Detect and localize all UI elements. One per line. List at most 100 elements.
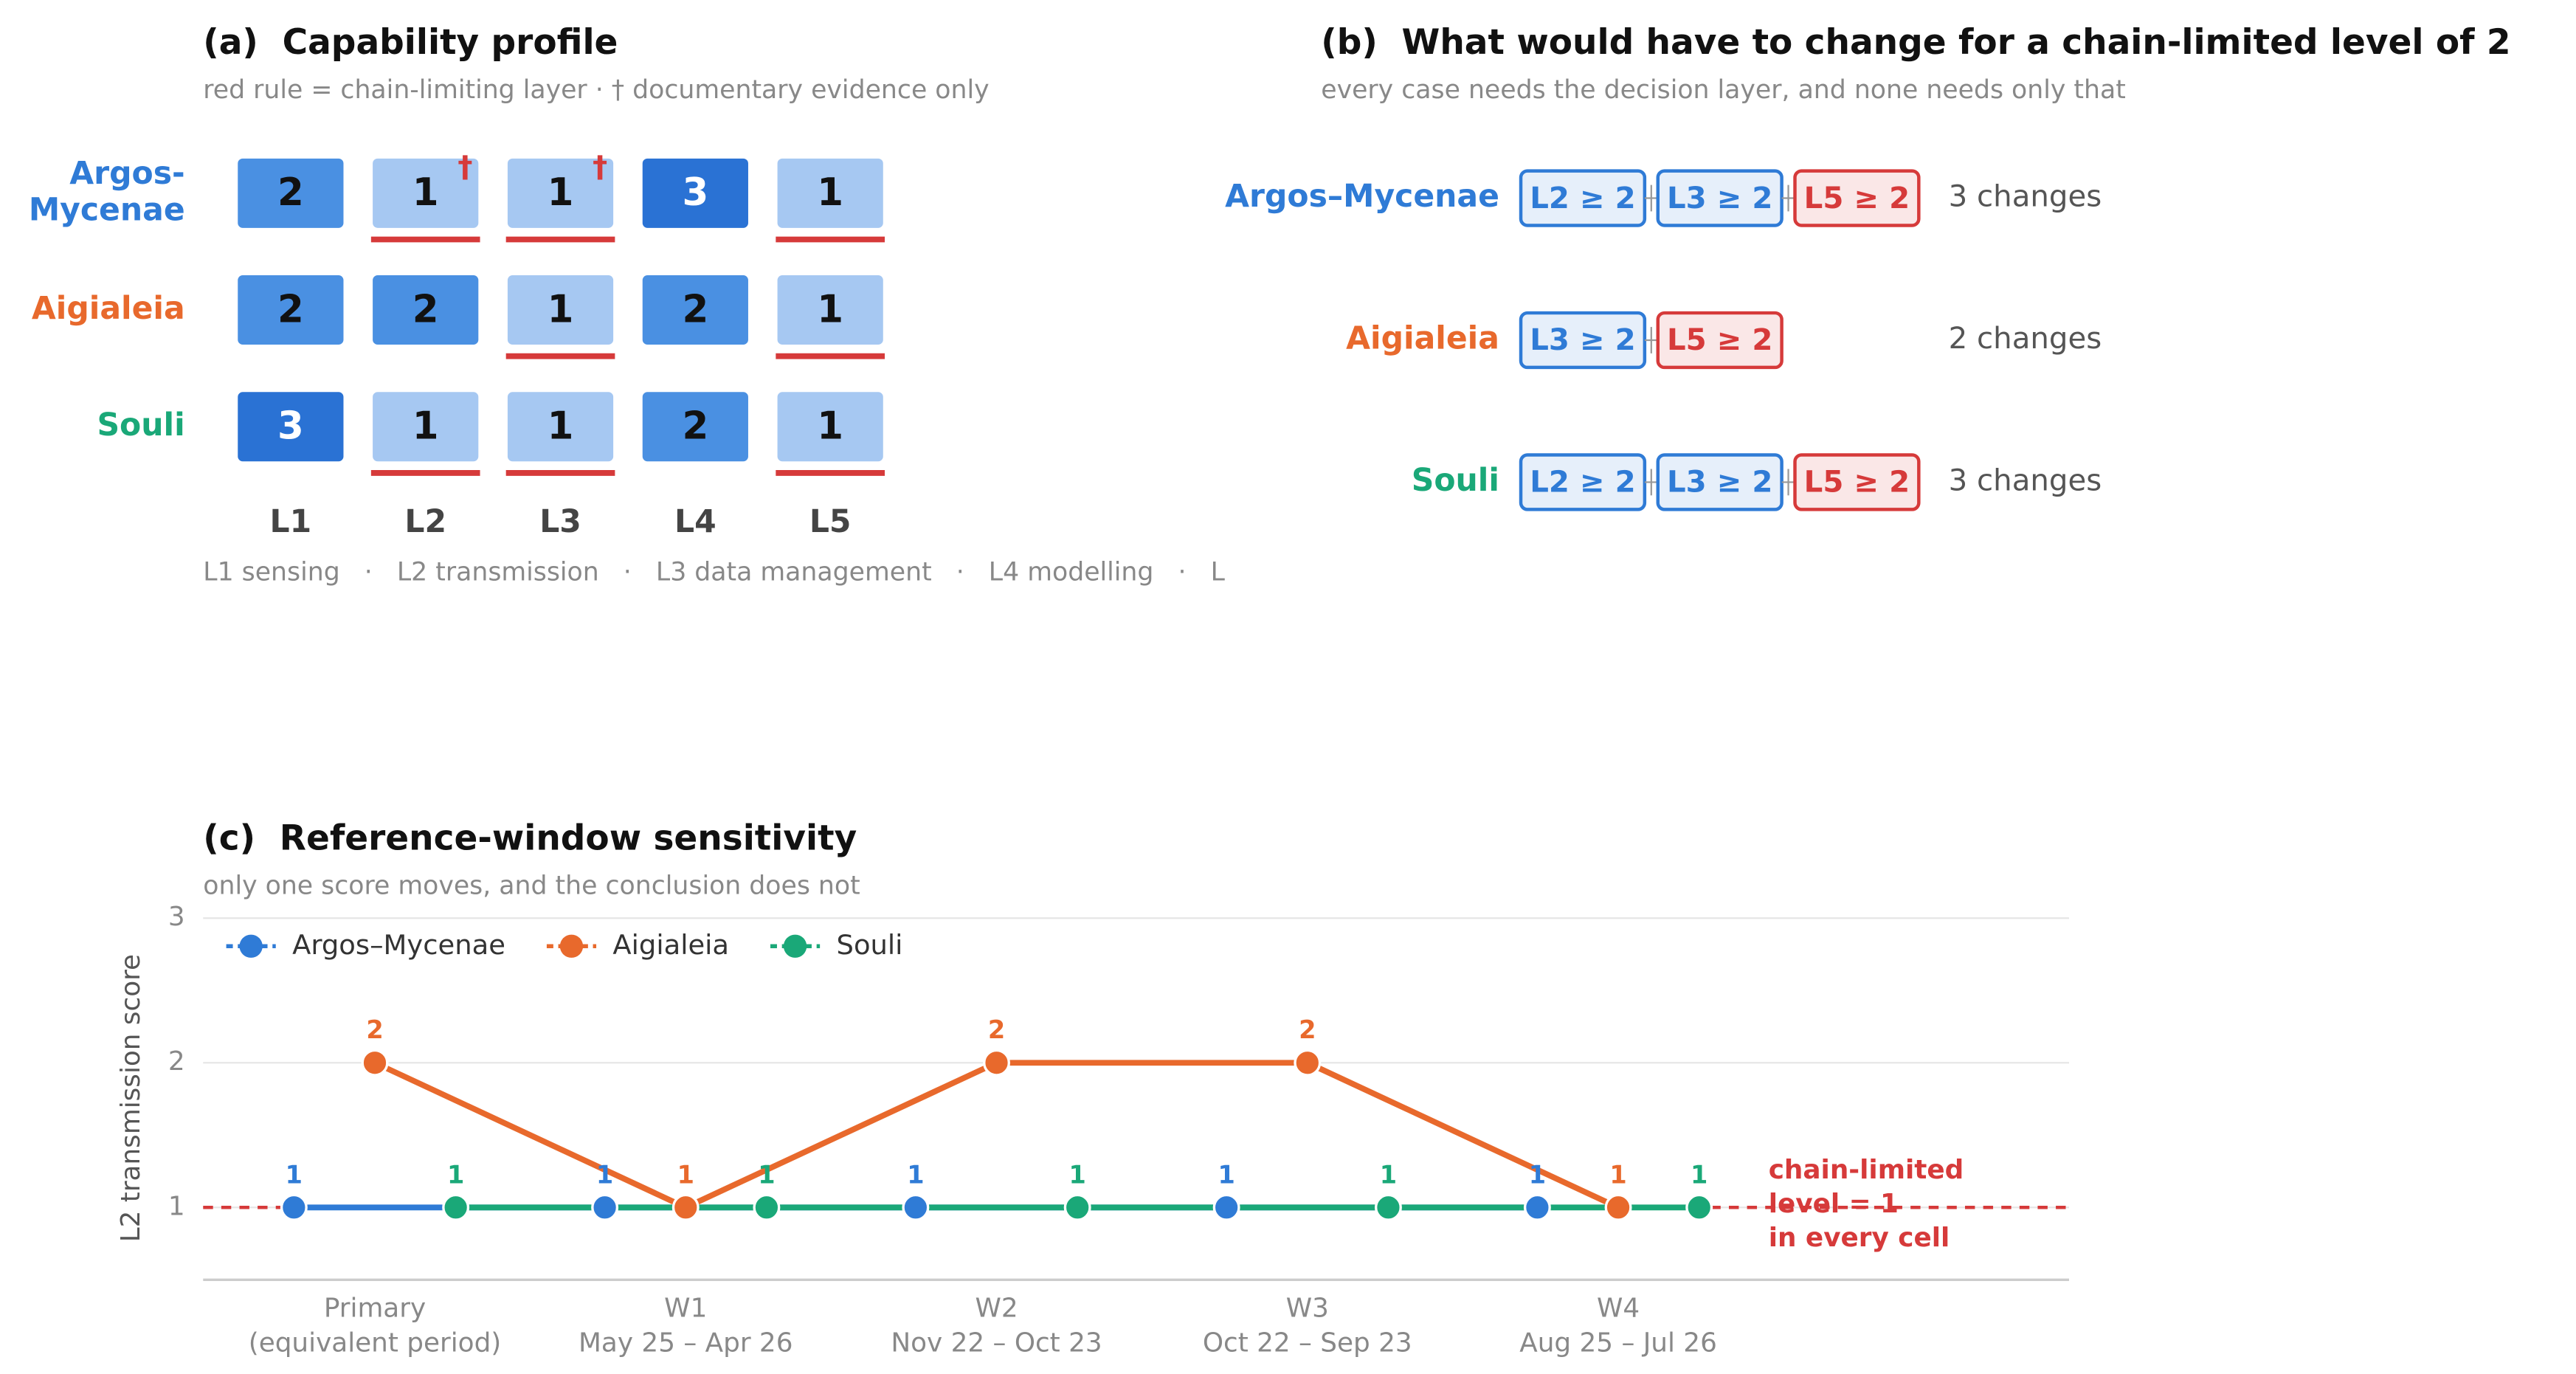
cell [777, 158, 883, 228]
cell-label: 3 [682, 170, 708, 215]
x-tick-label-line: (equivalent period) [249, 1328, 502, 1359]
cell-label: 1 [412, 404, 439, 448]
x-tick-label: W3 Oct 22 – Sep 23 [1203, 1294, 1412, 1359]
cell [642, 158, 748, 228]
requirement-label: L3 ≥ 2 [1667, 182, 1772, 215]
point-label: 1 [907, 1160, 924, 1189]
x-tick-label-line: W2 [975, 1294, 1018, 1324]
y-tick-label: 2 [168, 1046, 185, 1077]
marker: † [593, 150, 607, 184]
count-label: 2 changes [1949, 322, 2102, 356]
count-label: 3 changes [1949, 180, 2102, 214]
cell-label: 2 [277, 287, 304, 331]
cell [777, 275, 883, 345]
cell-label: 1 [817, 404, 843, 448]
row-label: Souli [97, 407, 184, 443]
x-tick-label-line: Oct 22 – Sep 23 [1203, 1328, 1412, 1359]
point [753, 1193, 781, 1221]
column-label: L4 [674, 504, 716, 540]
requirement-label: L3 ≥ 2 [1667, 466, 1772, 500]
point-label: 1 [677, 1160, 694, 1189]
point-label: 1 [1609, 1160, 1626, 1189]
column-label: L2 [404, 504, 446, 540]
point-label: 2 [1299, 1015, 1316, 1044]
cell [777, 392, 883, 462]
cell-label: 1 [817, 287, 843, 331]
point-label: 1 [596, 1160, 613, 1189]
x-tick-label-line: May 25 – Apr 26 [579, 1328, 793, 1359]
requirement-box [1793, 169, 1921, 227]
cell [642, 392, 748, 462]
point [1212, 1193, 1240, 1221]
cell [238, 275, 344, 345]
point [902, 1193, 930, 1221]
point-label: 1 [1380, 1160, 1397, 1189]
point [280, 1193, 308, 1221]
panel-subtitle: red rule = chain-limiting layer · † docu… [203, 75, 989, 105]
row-label: Argos-Mycenae [29, 156, 185, 228]
point-label: 2 [366, 1015, 383, 1044]
cell [373, 158, 479, 228]
legend-marker [239, 934, 263, 958]
cell-label: 2 [277, 170, 304, 215]
requirement-label: L5 ≥ 2 [1667, 323, 1772, 357]
row-label: Aigialeia [1346, 320, 1499, 356]
point-label: 1 [447, 1160, 464, 1189]
point [1063, 1193, 1091, 1221]
cell [507, 275, 614, 345]
reference-label-line: chain-limited [1769, 1155, 1964, 1185]
y-tick-label: 3 [168, 902, 185, 932]
point [442, 1193, 470, 1221]
point [983, 1049, 1010, 1077]
requirement-label: L5 ≥ 2 [1804, 466, 1910, 500]
count-label: 3 changes [1949, 463, 2102, 497]
row-label-line: Argos- [69, 156, 184, 192]
cell [373, 392, 479, 462]
point-label: 1 [758, 1160, 775, 1189]
x-tick-label-line: W4 [1597, 1294, 1640, 1324]
point [361, 1049, 389, 1077]
cell [238, 392, 344, 462]
point [1604, 1193, 1632, 1221]
legend-label: Souli [837, 929, 903, 961]
cell-label: 3 [277, 404, 304, 448]
point-label: 1 [286, 1160, 303, 1189]
panel-subtitle: every case needs the decision layer, and… [1321, 75, 2126, 105]
row-label-line: Mycenae [29, 192, 185, 228]
x-tick-label-line: W3 [1286, 1294, 1329, 1324]
point [1294, 1049, 1322, 1077]
panel-title: (c) Reference-window sensitivity [203, 818, 857, 859]
requirement-box [1793, 453, 1921, 511]
x-tick-label-line: Aug 25 – Jul 26 [1519, 1328, 1717, 1359]
column-label: L3 [539, 504, 581, 540]
cell-label: 1 [817, 170, 843, 215]
row-label-line: Aigialeia [32, 291, 185, 327]
requirement-label: L2 ≥ 2 [1530, 182, 1635, 215]
cell-label: 1 [548, 404, 574, 448]
cell-label: 2 [682, 404, 708, 448]
reference-label: chain-limited level = 1 in every cell [1769, 1155, 1964, 1253]
y-tick-label: 1 [168, 1191, 185, 1221]
reference-label-line: in every cell [1769, 1223, 1950, 1253]
requirement-label: L3 ≥ 2 [1530, 323, 1635, 357]
point [1523, 1193, 1551, 1221]
row-label-line: Souli [97, 407, 184, 443]
point [1685, 1193, 1713, 1221]
x-tick-label: Primary (equivalent period) [249, 1294, 502, 1359]
reference-label-line: level = 1 [1769, 1189, 1899, 1219]
point-label: 1 [1218, 1160, 1235, 1189]
cell [238, 158, 344, 228]
marker: † [457, 150, 472, 184]
row-label: Aigialeia [32, 291, 185, 327]
cell-label: 2 [682, 287, 708, 331]
requirement-label: L5 ≥ 2 [1804, 182, 1910, 215]
x-tick-label-line: Primary [324, 1294, 426, 1324]
point [1374, 1193, 1402, 1221]
row-label: Argos–Mycenae [1225, 179, 1499, 215]
series-line [373, 1060, 1620, 1211]
point-label: 1 [1691, 1160, 1707, 1189]
cell [507, 158, 614, 228]
cell-label: 1 [412, 170, 439, 215]
